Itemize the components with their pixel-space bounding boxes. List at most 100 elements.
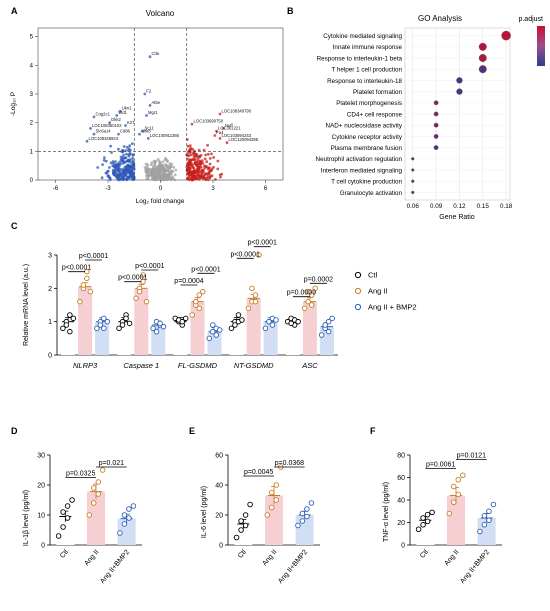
mrna-category-label: FL-GSDMD <box>178 361 218 370</box>
go-dot <box>456 88 463 95</box>
volcano-point <box>158 165 162 169</box>
volcano-point <box>201 170 205 174</box>
mrna-category-label: Caspase 1 <box>123 361 159 370</box>
il6-y-tick-label: 0 <box>219 543 223 550</box>
volcano-point <box>191 158 195 161</box>
volcano-point <box>196 158 200 162</box>
il1b-y-tick-label: 10 <box>37 513 45 520</box>
il1b-data-point <box>86 512 92 518</box>
volcano-point <box>168 175 172 179</box>
volcano-point <box>208 157 212 160</box>
volcano-point <box>167 169 171 173</box>
il1b-data-point <box>55 533 62 539</box>
mrna-bar-chart: 0 1 2 3 NLRP3 Caspase 1 FL-GSDMD NT-GSDMD ASC p<0… <box>23 240 417 370</box>
volcano-point <box>85 139 89 143</box>
mrna-data-point <box>126 320 133 327</box>
volcano-point <box>170 162 174 166</box>
volcano-point <box>159 172 163 176</box>
volcano-point <box>124 165 128 169</box>
il1b-data-point <box>95 491 101 497</box>
volcano-y-tick-label: 2 <box>30 121 34 127</box>
volcano-point <box>189 158 192 162</box>
panel-label-a: A <box>11 6 18 16</box>
il1b-y-axis-label: IL-1β level (pg/ml) <box>23 490 30 546</box>
mrna-data-point <box>80 282 87 288</box>
mrna-data-point <box>150 325 156 332</box>
il1b-data-point <box>99 467 106 473</box>
volcano-y-tick-label: 5 <box>30 35 34 41</box>
volcano-point <box>157 169 161 173</box>
mrna-data-point <box>216 327 223 333</box>
panel-label-e: E <box>189 426 195 436</box>
mrna-legend-label: Ctl <box>368 271 378 280</box>
tnfa-bar <box>416 520 435 545</box>
volcano-point <box>199 165 203 169</box>
mrna-p-value-label: p<0.0001 <box>135 263 164 270</box>
go-x-tick-label: 0.12 <box>453 203 466 210</box>
volcano-point <box>109 161 113 165</box>
volcano-point <box>130 166 134 170</box>
mrna-bar <box>173 321 188 355</box>
volcano-point <box>128 144 132 148</box>
mrna-bar <box>134 288 149 355</box>
volcano-title: Volcano <box>146 9 175 18</box>
volcano-gene-label: LOC103690750 <box>194 119 224 124</box>
volcano-gene-label: LOC103694243 <box>222 133 252 138</box>
volcano-point <box>143 166 147 170</box>
go-dot <box>433 145 439 150</box>
il1b-category-label: Ang II+BMP2 <box>99 549 131 585</box>
go-term-label: Platelet morphogenesis <box>336 100 402 107</box>
volcano-point <box>165 178 169 182</box>
mrna-data-point <box>67 312 73 318</box>
go-term-label: Cytokine receptor activity <box>332 134 403 141</box>
volcano-point <box>206 175 210 179</box>
volcano-point <box>146 171 149 175</box>
il6-y-tick-label: 20 <box>215 513 223 520</box>
volcano-point <box>158 162 162 166</box>
mrna-data-point <box>101 325 107 332</box>
volcano-point <box>169 165 173 169</box>
mrna-legend-label: Ang II <box>368 287 388 296</box>
volcano-point <box>146 137 150 140</box>
volcano-point <box>171 175 175 179</box>
volcano-point <box>111 160 115 163</box>
mrna-p-value-label: p<0.0001 <box>230 251 259 258</box>
mrna-data-point <box>192 298 199 305</box>
volcano-point <box>195 164 198 168</box>
volcano-point <box>204 153 208 157</box>
il1b-data-point <box>60 524 66 530</box>
tnfa-data-point <box>455 477 462 483</box>
mrna-y-axis-label: Relative mRNA level (a.u.) <box>23 264 30 346</box>
il1b-data-point <box>60 509 66 515</box>
volcano-point <box>169 178 173 182</box>
volcano-point <box>196 171 200 175</box>
volcano-point <box>210 152 213 156</box>
mrna-data-point <box>84 275 90 282</box>
volcano-point <box>124 167 128 171</box>
volcano-point <box>141 129 145 133</box>
mrna-data-point <box>322 322 328 328</box>
volcano-point <box>205 160 209 164</box>
mrna-data-point <box>182 315 189 322</box>
tnfa-data-point <box>451 499 457 506</box>
tnfa-data-point <box>460 472 466 479</box>
il6-data-point <box>233 534 240 541</box>
go-dot <box>456 77 463 84</box>
tnfa-data-point <box>455 491 462 498</box>
volcano-point <box>121 171 124 175</box>
volcano-point <box>195 156 199 159</box>
volcano-point <box>206 173 210 177</box>
il1b-y-tick-label: 0 <box>41 543 45 550</box>
volcano-point <box>128 172 132 176</box>
tnfa-data-point <box>486 508 492 515</box>
volcano-point <box>191 175 195 179</box>
mrna-data-point <box>239 317 245 323</box>
il1b-category-label: Ctl <box>59 548 70 559</box>
tnfa-data-point <box>481 522 488 528</box>
mrna-legend-marker <box>354 303 362 311</box>
volcano-y-tick-label: 1 <box>30 149 34 155</box>
mrna-y-tick-label: 1 <box>48 319 52 326</box>
volcano-point <box>131 159 135 163</box>
mrna-data-point <box>196 305 202 312</box>
volcano-point <box>190 122 194 126</box>
